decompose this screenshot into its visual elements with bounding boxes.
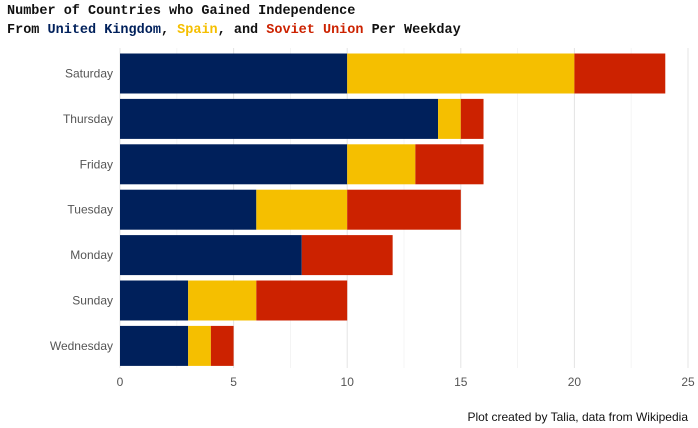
y-axis-labels: Saturday Thursday Friday Tuesday Monday Sunda… xyxy=(50,67,113,353)
title-sep-2: , and xyxy=(217,23,267,38)
y-tick-label-tuesday: Tuesday xyxy=(67,203,113,217)
x-tick-label-25: 25 xyxy=(681,375,695,389)
chart-title: Number of Countries who Gained Independe… xyxy=(7,2,461,40)
chart-caption: Plot created by Talia, data from Wikiped… xyxy=(467,410,688,424)
series-name-spain: Spain xyxy=(177,23,218,38)
bar-thursday-series-0 xyxy=(120,98,439,139)
x-tick-label-0: 0 xyxy=(117,375,124,389)
x-tick-label-5: 5 xyxy=(230,375,237,389)
series-name-uk: United Kingdom xyxy=(47,23,161,38)
bar-monday-series-2 xyxy=(301,235,393,276)
bar-thursday-series-1 xyxy=(438,98,461,139)
y-tick-label-friday: Friday xyxy=(80,157,113,171)
bar-monday-series-0 xyxy=(120,235,302,276)
bar-sunday-series-2 xyxy=(256,280,348,321)
title-sep-1: , xyxy=(160,23,178,38)
bar-tuesday-series-2 xyxy=(347,189,461,230)
bar-saturday-series-1 xyxy=(347,53,575,94)
bar-friday-series-0 xyxy=(120,144,348,185)
bar-wednesday-series-0 xyxy=(120,325,189,366)
x-tick-label-10: 10 xyxy=(341,375,355,389)
x-axis-labels: 0 5 10 15 20 25 xyxy=(117,375,695,389)
bar-sunday-series-1 xyxy=(188,280,257,321)
bars xyxy=(120,53,666,366)
bar-tuesday-series-0 xyxy=(120,189,257,230)
bar-wednesday-series-1 xyxy=(188,325,211,366)
title-line-1: Number of Countries who Gained Independe… xyxy=(7,4,356,19)
y-tick-label-monday: Monday xyxy=(70,248,113,262)
title-prefix: From xyxy=(7,23,48,38)
bar-saturday-series-0 xyxy=(120,53,348,94)
y-tick-label-thursday: Thursday xyxy=(63,112,113,126)
title-suffix: Per Weekday xyxy=(363,23,461,38)
series-name-soviet: Soviet Union xyxy=(266,23,364,38)
bar-sunday-series-0 xyxy=(120,280,189,321)
bar-wednesday-series-2 xyxy=(210,325,234,366)
y-tick-label-sunday: Sunday xyxy=(72,294,113,308)
bar-saturday-series-2 xyxy=(574,53,666,94)
y-tick-label-wednesday: Wednesday xyxy=(50,339,113,353)
x-tick-label-15: 15 xyxy=(454,375,468,389)
bar-friday-series-1 xyxy=(347,144,416,185)
y-tick-label-saturday: Saturday xyxy=(65,67,113,81)
x-tick-label-20: 20 xyxy=(568,375,582,389)
bar-tuesday-series-1 xyxy=(256,189,348,230)
bar-friday-series-2 xyxy=(415,144,484,185)
title-line-2: From United Kingdom, Spain, and Soviet U… xyxy=(7,21,461,40)
bar-thursday-series-2 xyxy=(460,98,484,139)
